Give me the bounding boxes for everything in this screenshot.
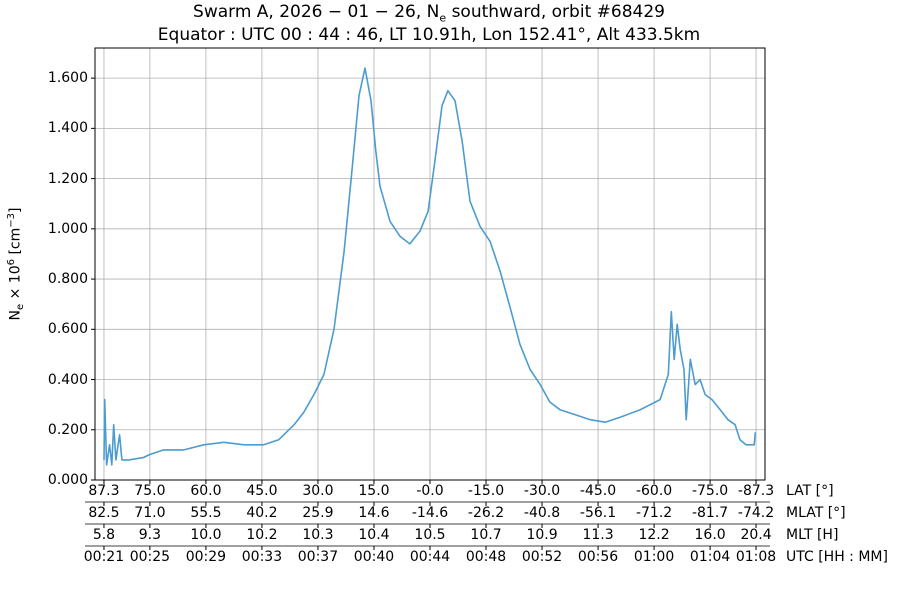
x-tick-label: -87.3 (737, 483, 775, 499)
ne-series-line (103, 67, 757, 466)
x-tick-label: 87.3 (88, 483, 120, 499)
x-tick-label: 45.0 (246, 483, 278, 499)
x-tick-label: 10.3 (302, 527, 334, 543)
x-tick-label: 15.0 (358, 483, 390, 499)
x-tick-label: -74.2 (737, 505, 775, 521)
y-tick-label: 0.200 (47, 421, 88, 438)
x-tick-label: -30.0 (523, 483, 561, 499)
x-tick-label: 00:52 (521, 549, 563, 565)
x-tick-label: 00:44 (409, 549, 451, 565)
x-tick-label: -26.2 (467, 505, 505, 521)
x-tick-label: 10.9 (526, 527, 558, 543)
x-tick-label: 16.0 (694, 527, 726, 543)
y-tick-label: 1.200 (47, 170, 88, 187)
title-text: Swarm A, 2026 − 01 − 26, N (193, 2, 440, 22)
x-tick-label: 5.8 (92, 527, 116, 543)
x-tick-label: 14.6 (358, 505, 390, 521)
x-tick-label: 00:21 (83, 549, 125, 565)
x-tick-label: 00:29 (185, 549, 227, 565)
y-tick-label: 0.600 (47, 321, 88, 338)
y-tick-label: 1.400 (47, 120, 88, 137)
x-tick-label: 01:04 (689, 549, 731, 565)
x-tick-label: 60.0 (190, 483, 222, 499)
x-tick-label: 9.3 (138, 527, 162, 543)
x-tick-label: 10.5 (414, 527, 446, 543)
x-tick-label: 00:33 (241, 549, 283, 565)
x-tick-label: 10.4 (358, 527, 390, 543)
x-tick-label: -15.0 (467, 483, 505, 499)
x-tick-label: 10.0 (190, 527, 222, 543)
x-tick-label: 30.0 (302, 483, 334, 499)
x-row-label: MLT [H] (786, 527, 839, 543)
x-tick-label: 12.2 (638, 527, 670, 543)
title-text-rest: southward, orbit #68429 (446, 2, 665, 22)
x-tick-label: -14.6 (411, 505, 449, 521)
x-tick-label: 75.0 (134, 483, 166, 499)
x-tick-label: 00:56 (577, 549, 619, 565)
y-tick-label: 0.800 (47, 271, 88, 288)
y-tick-label: 0.400 (47, 371, 88, 388)
x-tick-label: 00:40 (353, 549, 395, 565)
x-tick-label: 25.9 (302, 505, 334, 521)
x-tick-label: 10.2 (246, 527, 278, 543)
y-tick-label: 1.600 (47, 70, 88, 87)
y-tick-label: 1.000 (47, 220, 88, 237)
title-subscript: e (439, 11, 447, 25)
x-tick-label: 10.7 (470, 527, 502, 543)
x-tick-label: 40.2 (246, 505, 278, 521)
x-tick-label: -71.2 (635, 505, 673, 521)
x-tick-label: -40.8 (523, 505, 561, 521)
x-tick-label: -60.0 (635, 483, 673, 499)
x-tick-label: 01:08 (735, 549, 777, 565)
chart-title-line1: Swarm A, 2026 − 01 − 26, Ne southward, o… (0, 2, 858, 24)
x-row-label: LAT [°] (786, 483, 834, 499)
x-tick-label: 20.4 (740, 527, 772, 543)
x-tick-label: 11.3 (582, 527, 614, 543)
x-tick-label: 01:00 (633, 549, 675, 565)
x-tick-label: 71.0 (134, 505, 166, 521)
x-tick-label: 55.5 (190, 505, 222, 521)
x-tick-label: -45.0 (579, 483, 617, 499)
x-tick-label: -0.0 (416, 483, 444, 499)
y-tick-label: 0.000 (47, 472, 88, 488)
x-row-label: UTC [HH : MM] (786, 549, 888, 565)
x-row-label: MLAT [°] (786, 505, 846, 521)
x-tick-label: 00:25 (129, 549, 171, 565)
chart-title-line2: Equator : UTC 00 : 44 : 46, LT 10.91h, L… (157, 25, 701, 45)
x-tick-label: 00:48 (465, 549, 507, 565)
x-tick-label: -81.7 (691, 505, 729, 521)
x-tick-label: -56.1 (579, 505, 617, 521)
x-tick-label: 82.5 (88, 505, 120, 521)
x-tick-label: -75.0 (691, 483, 729, 499)
x-tick-label: 00:37 (297, 549, 339, 565)
